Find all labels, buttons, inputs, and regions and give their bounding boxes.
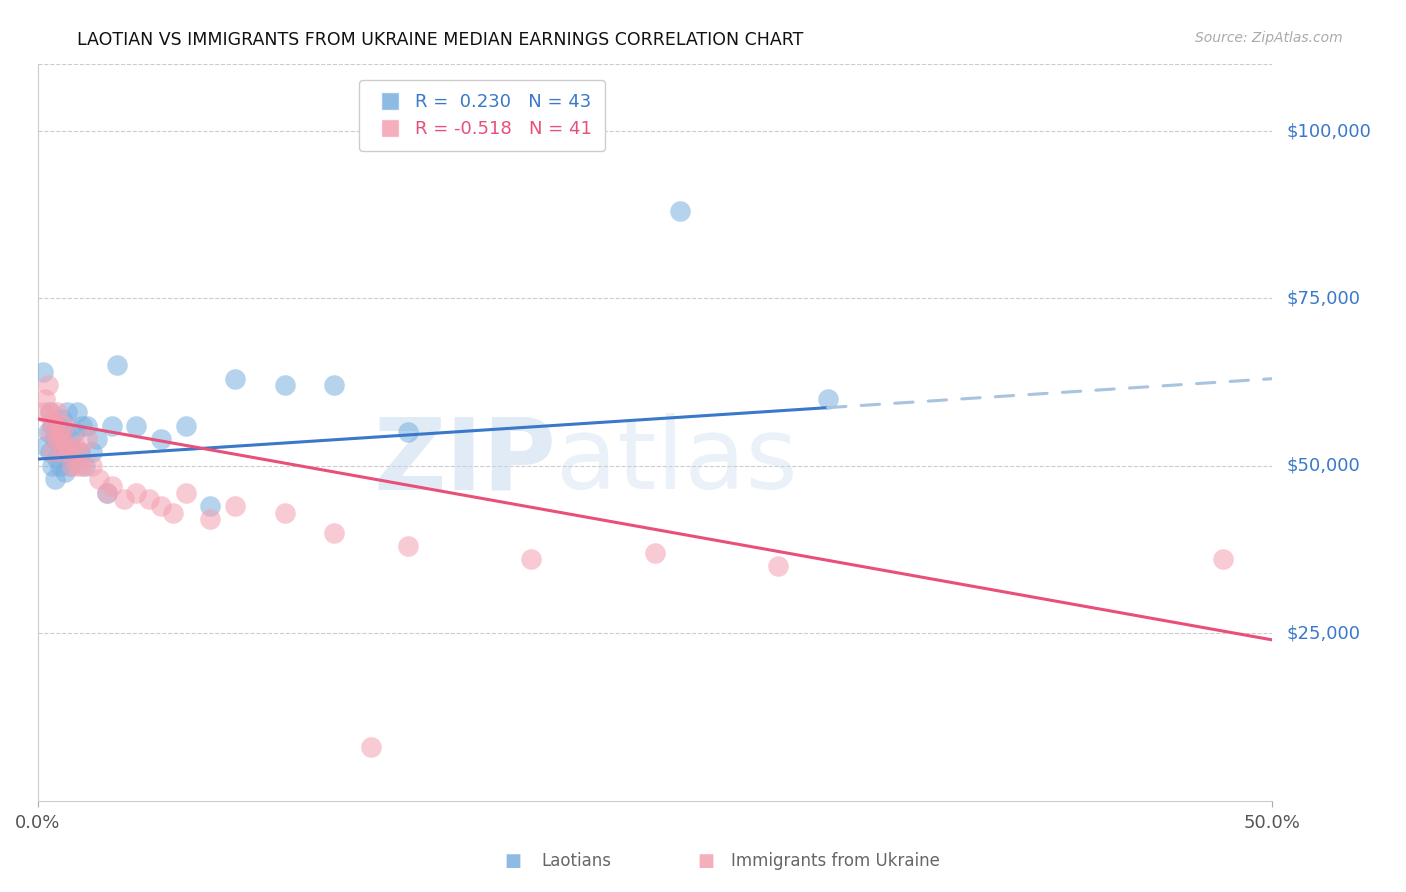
Text: $50,000: $50,000 [1286,457,1361,475]
Point [162,506,184,520]
Text: LAOTIAN VS IMMIGRANTS FROM UKRAINE MEDIAN EARNINGS CORRELATION CHART: LAOTIAN VS IMMIGRANTS FROM UKRAINE MEDIA… [77,31,804,49]
Point [53,425,76,440]
Point [59,432,82,446]
Text: ZIP: ZIP [373,413,557,510]
Point [520,552,543,566]
Point [73,458,96,473]
Point [59,458,82,473]
Point [51,445,73,459]
Point [96,485,118,500]
Point [41,458,63,473]
Point [76,418,98,433]
Point [174,485,197,500]
Point [322,378,344,392]
Point [59,445,82,459]
Point [125,485,148,500]
Point [224,499,246,513]
Point [31,365,53,379]
Legend: R =  0.230   N = 43, R = -0.518   N = 41: R = 0.230 N = 43, R = -0.518 N = 41 [360,80,605,151]
Point [49,458,72,473]
Point [46,452,69,467]
Point [51,432,73,446]
Point [273,378,295,392]
Point [51,412,73,426]
Point [100,479,122,493]
Point [60,458,83,473]
Point [1212,552,1234,566]
Point [63,425,86,440]
Text: ■: ■ [697,852,714,870]
Point [96,485,118,500]
Point [69,445,91,459]
Point [70,418,93,433]
Point [200,512,222,526]
Point [44,432,66,446]
Point [396,539,419,553]
Point [46,418,69,433]
Point [80,445,103,459]
Point [76,432,98,446]
Point [56,445,79,459]
Point [39,405,62,419]
Point [44,472,66,486]
Point [49,425,72,440]
Text: Laotians: Laotians [541,852,612,870]
Point [51,445,73,459]
Text: $75,000: $75,000 [1286,289,1361,308]
Point [150,432,173,446]
Point [63,439,86,453]
Point [60,445,83,459]
Point [817,392,839,406]
Point [41,412,63,426]
Point [174,418,197,433]
Point [66,405,89,419]
Point [41,445,63,459]
Point [39,445,62,459]
Text: $25,000: $25,000 [1286,624,1361,642]
Point [668,204,690,219]
Point [768,559,790,574]
Point [41,418,63,433]
Point [46,432,69,446]
Point [70,458,93,473]
Point [360,739,382,754]
Point [56,405,79,419]
Point [53,466,76,480]
Point [644,546,666,560]
Point [396,425,419,440]
Text: Immigrants from Ukraine: Immigrants from Ukraine [731,852,941,870]
Point [80,458,103,473]
Point [34,392,56,406]
Point [49,432,72,446]
Point [150,499,173,513]
Point [89,472,111,486]
Point [46,405,69,419]
Point [224,372,246,386]
Text: Source: ZipAtlas.com: Source: ZipAtlas.com [1195,31,1343,45]
Point [44,418,66,433]
Point [112,492,135,507]
Point [69,445,91,459]
Text: $100,000: $100,000 [1286,122,1372,140]
Point [31,405,53,419]
Text: atlas: atlas [557,413,797,510]
Point [34,439,56,453]
Point [53,418,76,433]
Point [100,418,122,433]
Point [56,439,79,453]
Point [39,425,62,440]
Text: ■: ■ [505,852,522,870]
Point [322,525,344,540]
Point [66,458,89,473]
Point [125,418,148,433]
Point [200,499,222,513]
Point [37,425,59,440]
Point [105,359,128,373]
Point [39,405,62,419]
Point [86,432,108,446]
Point [273,506,295,520]
Point [37,378,59,392]
Point [138,492,160,507]
